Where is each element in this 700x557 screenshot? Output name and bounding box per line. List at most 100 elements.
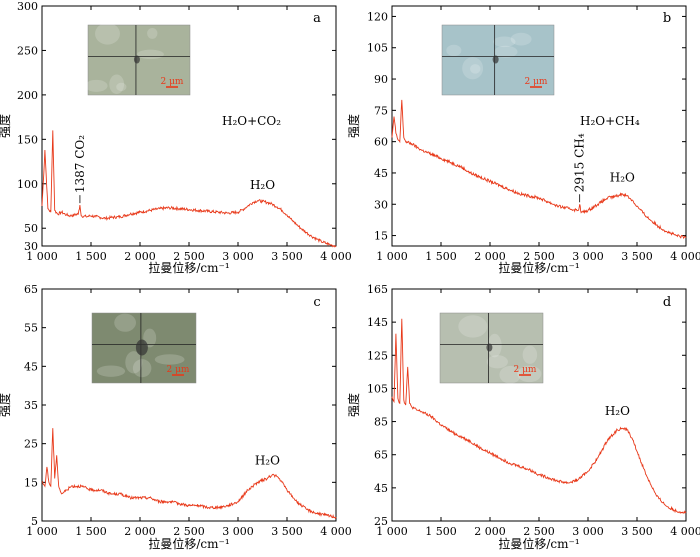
spectrum-point — [403, 399, 405, 401]
spectrum-point — [395, 333, 397, 335]
spectrum-point — [178, 207, 180, 209]
y-tick-label: 90 — [374, 73, 388, 86]
spectrum-point — [621, 193, 623, 195]
spectrum-point — [158, 500, 160, 502]
raman-panel-b: 1 000 1 500 2 000 2 500 3 000 3 500 4 000 15 30 4… — [346, 5, 700, 275]
spectrum-point — [415, 409, 417, 411]
raman-panel-c: 1 000 1 500 2 000 2 500 3 000 3 500 4 000 5 15 25… — [0, 283, 352, 551]
spectrum-point — [420, 410, 422, 412]
spectrum-point — [450, 430, 452, 432]
spectrum-point — [188, 208, 190, 210]
spectrum-point — [52, 129, 54, 131]
y-axis-label: 强度 — [346, 393, 361, 417]
spectrum-point — [271, 473, 273, 475]
spectrum-point — [149, 209, 151, 211]
x-tick-label: 3 000 — [222, 250, 254, 263]
inset-micrograph: 2 μm — [91, 312, 197, 384]
spectrum-point — [50, 485, 52, 487]
spectrum-point — [391, 396, 393, 398]
spectrum-point — [616, 429, 618, 431]
spectrum-point — [430, 415, 432, 417]
spectrum-point — [538, 473, 540, 475]
y-tick-label: 15 — [374, 230, 388, 243]
y-tick-label: 105 — [367, 382, 388, 395]
spectrum-point — [65, 214, 67, 216]
spectrum-point — [518, 193, 520, 195]
spectrum-point — [401, 318, 403, 320]
spectrum-point — [178, 502, 180, 504]
spectrum-point — [325, 514, 327, 516]
spectrum-point — [655, 495, 657, 497]
peak-annotation: H₂O — [250, 178, 275, 192]
x-axis-label: 拉曼位移/cm⁻¹ — [148, 260, 229, 275]
spectrum-point — [100, 216, 102, 218]
texture-blob — [487, 333, 502, 358]
spectrum-point — [46, 466, 48, 468]
spectrum-point — [242, 208, 244, 210]
texture-blob — [114, 313, 137, 332]
x-tick-label: 1 500 — [75, 250, 107, 263]
texture-blob — [462, 57, 484, 80]
spectrum-point — [548, 477, 550, 479]
spectrum-point — [70, 485, 72, 487]
spectrum-point — [276, 206, 278, 208]
spectrum-point — [310, 235, 312, 237]
spectrum-point — [335, 245, 337, 247]
spectrum-point — [54, 209, 56, 211]
y-tick-label: 30 — [374, 198, 388, 211]
y-tick-label: 105 — [367, 42, 388, 55]
spectrum-point — [587, 470, 589, 472]
peak-annotation: 1387 CO₂ — [73, 135, 87, 193]
x-tick-label: 4 000 — [320, 525, 352, 538]
spectrum-point — [168, 207, 170, 209]
spectrum-point — [597, 203, 599, 205]
spectrum-point — [330, 244, 332, 246]
x-tick-label: 2 500 — [173, 525, 205, 538]
spectrum-point — [440, 157, 442, 159]
spectrum-point — [675, 510, 677, 512]
scale-label: 2 μm — [514, 365, 537, 375]
spectrum-point — [393, 400, 395, 402]
spectrum-point — [469, 172, 471, 174]
spectrum-point — [52, 427, 54, 429]
spectrum-point — [401, 99, 403, 101]
spectrum-point — [557, 205, 559, 207]
texture-blob — [132, 359, 152, 378]
x-tick-label: 1 000 — [376, 525, 408, 538]
y-tick-label: 125 — [367, 349, 388, 362]
spectrum-point — [79, 204, 81, 206]
spectrum-point — [90, 215, 92, 217]
spectrum-point — [403, 136, 405, 138]
spectrum-point — [597, 457, 599, 459]
spectrum-point — [73, 214, 75, 216]
y-tick-label: 30 — [24, 240, 38, 253]
spectrum-point — [636, 450, 638, 452]
x-tick-label: 4 000 — [320, 250, 352, 263]
spectrum-point — [305, 508, 307, 510]
spectrum-line — [391, 99, 687, 240]
spectrum-point — [440, 424, 442, 426]
inset-micrograph: 2 μm — [439, 312, 544, 384]
x-tick-label: 4 000 — [670, 250, 700, 263]
spectrum-point — [266, 477, 268, 479]
spectrum-point — [105, 217, 107, 219]
spectrum-point — [636, 205, 638, 207]
spectrum-line — [41, 130, 337, 248]
texture-blob — [510, 32, 532, 46]
spectrum-point — [188, 504, 190, 506]
spectrum-point — [548, 201, 550, 203]
spectrum-point — [587, 209, 589, 211]
spectrum-point — [397, 138, 399, 140]
spectrum-point — [528, 195, 530, 197]
spectrum-point — [391, 136, 393, 138]
x-tick-label: 3 500 — [271, 525, 303, 538]
spectrum-point — [291, 219, 293, 221]
spectrum-point — [56, 454, 58, 456]
y-tick-label: 165 — [367, 283, 388, 296]
spectrum-point — [296, 223, 298, 225]
y-tick-label: 65 — [374, 449, 388, 462]
spectrum-point — [100, 489, 102, 491]
spectrum-point — [393, 115, 395, 117]
spectrum-point — [489, 452, 491, 454]
